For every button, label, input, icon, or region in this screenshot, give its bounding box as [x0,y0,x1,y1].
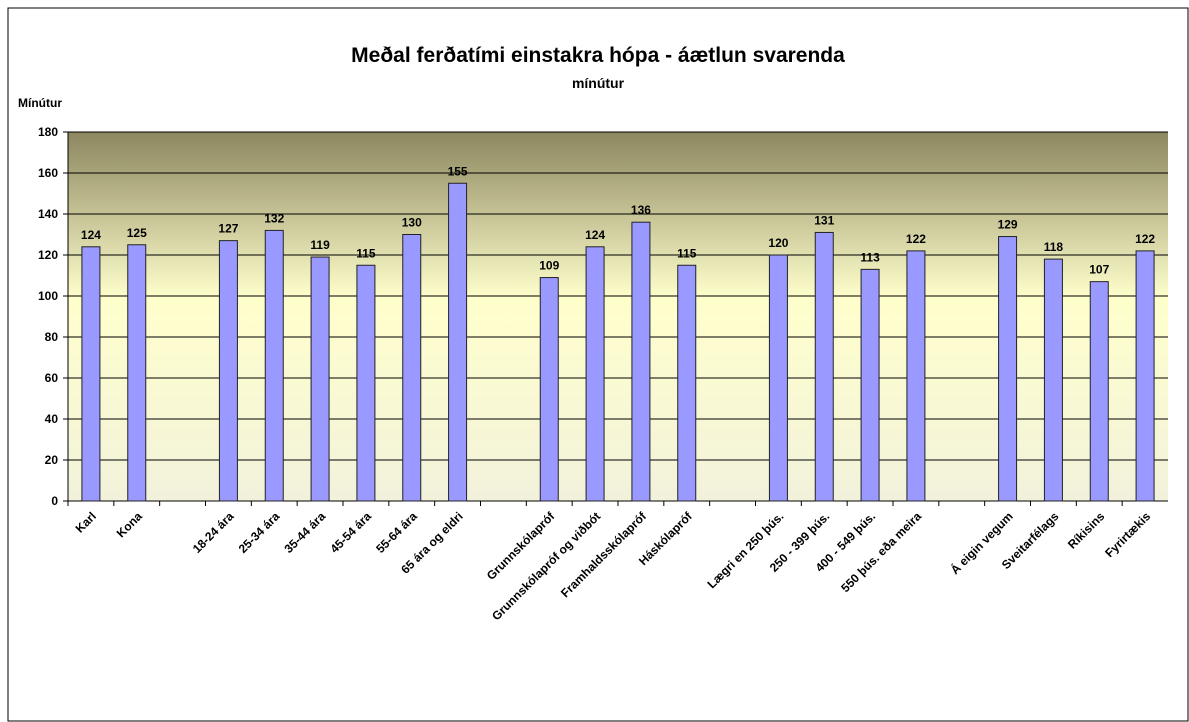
bar [814,231,834,502]
y-tick-label: 140 [38,207,58,221]
y-tick-label: 120 [38,248,58,262]
bar [356,264,376,502]
y-tick-label: 20 [45,453,59,467]
bar [402,234,422,502]
y-tick-label: 60 [45,371,59,385]
value-label: 124 [585,228,605,242]
value-label: 130 [402,216,422,230]
y-axis-label: Mínútur [18,96,62,110]
chart-title: Meðal ferðatími einstakra hópa - áætlun … [351,44,845,67]
bar [264,229,284,502]
value-label: 107 [1089,263,1109,277]
chart-subtitle: mínútur [572,75,625,91]
value-label: 122 [906,232,926,246]
bar [906,250,926,502]
bar [1089,281,1109,502]
value-label: 120 [768,236,788,250]
y-tick-label: 160 [38,166,58,180]
bar [448,182,468,502]
bar [218,240,238,502]
bar [310,256,330,502]
y-tick-label: 180 [38,125,58,139]
value-label: 115 [677,246,697,260]
value-label: 131 [814,213,834,227]
y-tick-label: 0 [51,494,58,508]
bar [81,246,101,502]
bar [127,244,147,502]
value-label: 122 [1135,232,1155,246]
value-label: 119 [310,238,330,252]
value-label: 113 [860,250,880,264]
bar [1043,258,1063,502]
bar [1135,250,1155,502]
value-label: 129 [998,218,1018,232]
value-label: 109 [539,259,559,273]
value-label: 132 [264,211,284,225]
y-tick-label: 100 [38,289,58,303]
plot-area [68,132,1168,501]
bar [539,277,559,502]
value-label: 155 [448,164,468,178]
bar [860,268,880,502]
bar [998,236,1018,502]
value-label: 118 [1044,240,1064,254]
value-label: 125 [127,226,147,240]
y-tick-label: 80 [45,330,59,344]
bar [631,221,651,502]
value-label: 115 [356,246,376,260]
value-label: 127 [218,222,238,236]
value-label: 124 [81,228,101,242]
y-tick-label: 40 [45,412,59,426]
value-label: 136 [631,203,651,217]
bar [677,264,697,502]
bar [768,254,788,502]
bar [585,246,605,502]
